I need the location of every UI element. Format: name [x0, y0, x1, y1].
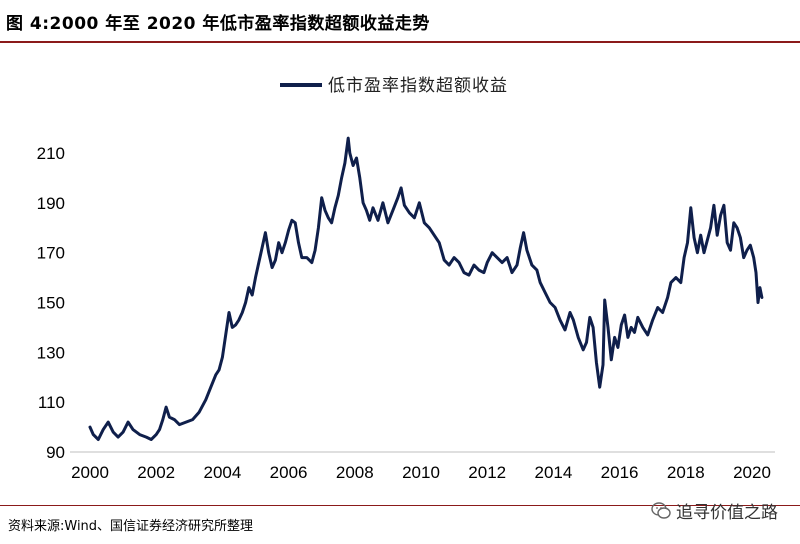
- x-tick-label: 2020: [733, 463, 771, 482]
- series-line: [88, 136, 764, 441]
- watermark: 追寻价值之路: [651, 498, 778, 523]
- y-tick-label: 170: [37, 244, 65, 263]
- footer-rule: [0, 505, 800, 506]
- x-tick-label: 2004: [203, 463, 241, 482]
- figure-title: 图 4:2000 年至 2020 年低市盈率指数超额收益走势: [6, 14, 430, 34]
- x-tick-label: 2018: [667, 463, 705, 482]
- source-note: 资料来源:Wind、国信证券经济研究所整理: [8, 519, 254, 534]
- x-tick-label: 2006: [270, 463, 308, 482]
- legend-label: 低市盈率指数超额收益: [328, 76, 508, 96]
- y-tick-label: 150: [37, 294, 65, 313]
- chart-legend: 低市盈率指数超额收益: [280, 76, 508, 96]
- x-tick-label: 2008: [336, 463, 374, 482]
- title-rule: [0, 41, 800, 43]
- x-tick-label: 2010: [402, 463, 440, 482]
- y-tick-label: 130: [37, 343, 65, 362]
- x-tick-label: 2000: [71, 463, 109, 482]
- wechat-icon: [651, 501, 671, 519]
- x-tick-label: 2014: [534, 463, 572, 482]
- x-tick-label: 2016: [601, 463, 639, 482]
- watermark-text: 追寻价值之路: [676, 503, 778, 523]
- x-tick-label: 2012: [468, 463, 506, 482]
- y-tick-label: 190: [37, 194, 65, 213]
- y-tick-label: 210: [37, 144, 65, 163]
- y-tick-label: 110: [38, 393, 65, 412]
- y-tick-label: 90: [46, 443, 65, 462]
- axis-ticks: 2000 2002 2004 2006 2008 2010 2012 2014 2016 2018…: [37, 144, 771, 482]
- x-tick-label: 2002: [137, 463, 175, 482]
